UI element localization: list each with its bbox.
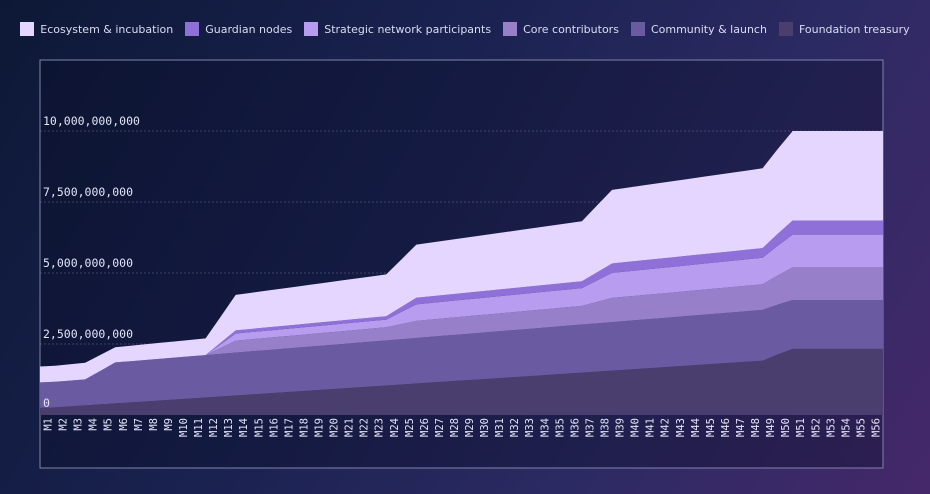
x-tick-label: M49 [765,418,777,437]
legend-item-community-and-launch[interactable]: Community & launch [630,22,767,36]
x-tick-label: M46 [720,418,732,437]
x-tick-label: M56 [870,418,882,437]
x-tick-label: M3 [73,418,85,431]
legend-label: Strategic network participants [324,22,492,36]
y-tick-labels: 0 2,500,000,000 5,000,000,000 7,500,000,000… [43,114,140,410]
x-tick-label: M51 [795,418,807,437]
x-tick-label: M16 [268,418,280,437]
x-tick-label: M26 [419,418,431,437]
x-tick-label: M28 [449,418,461,437]
legend-item-core-contributors[interactable]: Core contributors [503,22,619,36]
x-tick-label: M15 [253,418,265,437]
x-tick-label: M29 [464,418,476,437]
x-tick-label: M25 [404,418,416,437]
x-tick-label: M12 [208,418,220,437]
legend-item-foundation-treasury[interactable]: Foundation treasury [778,22,910,36]
x-tick-label: M1 [43,418,55,431]
y-tick-label: 2,500,000,000 [43,327,133,341]
x-tick-label: M30 [479,418,491,437]
x-tick-label: M34 [539,418,551,437]
area-core-contributors [40,267,883,383]
legend-item-strategic-network-participants[interactable]: Strategic network participants [304,22,491,36]
y-tick-label: 7,500,000,000 [43,185,133,199]
x-tick-label: M50 [780,418,792,437]
x-tick-label: M13 [223,418,235,437]
area-community-and-launch [40,299,883,408]
x-tick-label: M38 [600,418,612,437]
legend-item-ecosystem-and-incubation[interactable]: Ecosystem & incubation [20,22,173,36]
area-strategic-network-participants [40,234,883,383]
x-tick-label: M40 [630,418,642,437]
x-tick-label: M17 [283,418,295,437]
x-tick-label: M20 [329,418,341,437]
x-tick-label: M9 [163,418,175,431]
x-tick-label: M32 [509,418,521,437]
x-tick-label: M31 [494,418,506,437]
legend-item-guardian-nodes[interactable]: Guardian nodes [185,22,292,36]
x-tick-label: M43 [675,418,687,437]
legend-swatch [503,22,518,36]
legend-swatch [185,22,200,36]
x-tick-label: M27 [434,418,446,437]
area-guardian-nodes [40,220,883,383]
x-tick-label: M7 [133,418,145,431]
x-tick-label: M14 [238,418,250,437]
x-tick-label: M39 [615,418,627,437]
x-tick-label: M19 [313,418,325,437]
area-ecosystem-and-incubation [40,131,883,383]
legend-label: Core contributors [523,22,619,36]
y-tick-label: 0 [43,396,50,410]
legend-swatch [778,22,793,36]
legend-swatch [630,22,645,36]
x-tick-label: M45 [705,418,717,437]
x-tick-label: M37 [584,418,596,437]
x-tick-label: M35 [554,418,566,437]
x-tick-label: M6 [118,418,130,431]
x-tick-label: M18 [298,418,310,437]
x-tick-label: M33 [524,418,536,437]
x-tick-label: M52 [810,418,822,437]
legend: Ecosystem & incubation Guardian nodes Stra… [0,20,930,38]
legend-label: Ecosystem & incubation [40,22,174,36]
x-tick-label: M21 [344,418,356,437]
x-tick-label: M10 [178,418,190,437]
legend-label: Foundation treasury [798,22,910,36]
x-tick-label: M55 [855,418,867,437]
x-tick-label: M48 [750,418,762,437]
x-tick-label: M2 [58,418,70,431]
x-tick-label: M47 [735,418,747,437]
x-tick-label: M42 [660,418,672,437]
legend-label: Guardian nodes [205,22,293,36]
x-tick-label: M8 [148,418,160,431]
x-tick-label: M54 [840,418,852,437]
x-tick-label: M53 [825,418,837,437]
legend-swatch [20,22,35,36]
x-tick-label: M5 [103,418,115,431]
area-foundation-treasury [40,348,883,415]
x-tick-label: M22 [359,418,371,437]
y-tick-label: 10,000,000,000 [43,114,140,128]
y-tick-label: 5,000,000,000 [43,256,133,270]
legend-swatch [304,22,319,36]
x-tick-labels: M1 M2 M3 M4 M5 M6 M7 M8 M9 M10 M11 M12 M13 M14 M15 M16 M… [43,418,883,437]
x-tick-label: M23 [374,418,386,437]
x-tick-label: M36 [569,418,581,437]
x-tick-label: M4 [88,418,100,431]
x-tick-label: M24 [389,418,401,437]
x-tick-label: M44 [690,418,702,437]
x-tick-label: M11 [193,418,205,437]
legend-label: Community & launch [650,22,767,36]
series-areas [40,131,883,415]
x-tick-label: M41 [645,418,657,437]
